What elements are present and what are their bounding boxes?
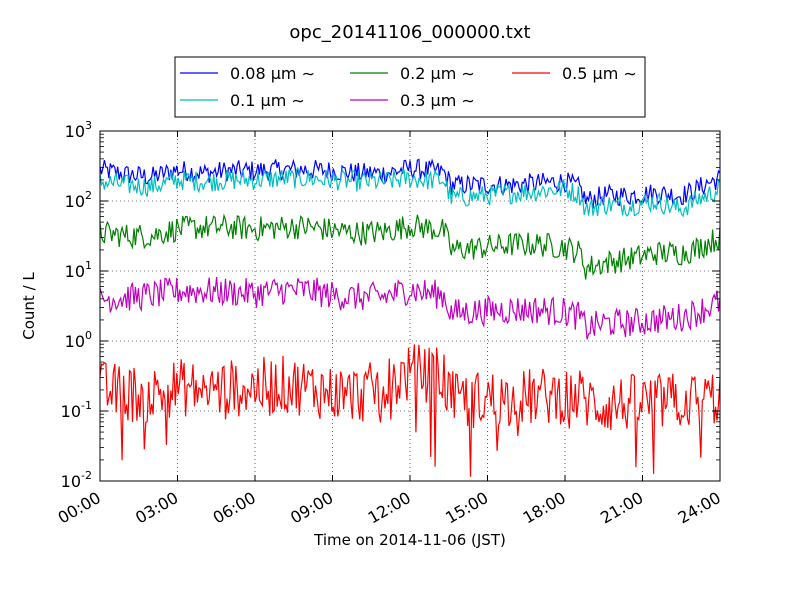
legend-label: 0.1 μm ∼ [230, 91, 305, 110]
y-tick-label: 10-1 [61, 399, 92, 421]
x-tick-label: 06:00 [210, 488, 259, 528]
x-tick-label: 09:00 [287, 488, 336, 528]
y-tick-label: 10-2 [61, 469, 92, 491]
series-line [99, 166, 721, 218]
x-tick-label: 24:00 [675, 488, 724, 528]
x-tick-label: 03:00 [132, 488, 181, 528]
y-tick-label: 101 [65, 259, 92, 281]
series-line [99, 344, 721, 477]
y-tick-label: 102 [65, 189, 92, 211]
legend-label: 0.08 μm ∼ [230, 64, 315, 83]
y-axis: 10-2 10-1 100 101 102 103 [61, 119, 720, 491]
chart-title: opc_20141106_000000.txt [289, 22, 530, 43]
legend-label: 0.3 μm ∼ [400, 91, 475, 110]
x-tick-label: 12:00 [365, 488, 414, 528]
x-tick-label: 15:00 [442, 488, 491, 528]
legend-label: 0.5 μm ∼ [562, 64, 637, 83]
x-axis-label: Time on 2014-11-06 (JST) [313, 531, 506, 549]
series-line [99, 213, 721, 280]
chart-legend: 0.08 μm ∼ 0.1 μm ∼ 0.2 μm ∼ 0.3 μm ∼ 0.5 μm … [174, 56, 646, 118]
x-tick-label: 00:00 [55, 488, 104, 528]
y-tick-label: 100 [65, 329, 92, 351]
chart-series-layer [99, 158, 721, 477]
x-tick-label: 21:00 [597, 488, 646, 528]
legend-box [174, 56, 646, 118]
y-tick-label: 103 [65, 119, 92, 141]
y-axis-label: Count / L [20, 272, 38, 340]
legend-label: 0.2 μm ∼ [400, 64, 475, 83]
x-tick-label: 18:00 [520, 488, 569, 528]
series-line [99, 277, 721, 340]
series-line [99, 158, 721, 209]
